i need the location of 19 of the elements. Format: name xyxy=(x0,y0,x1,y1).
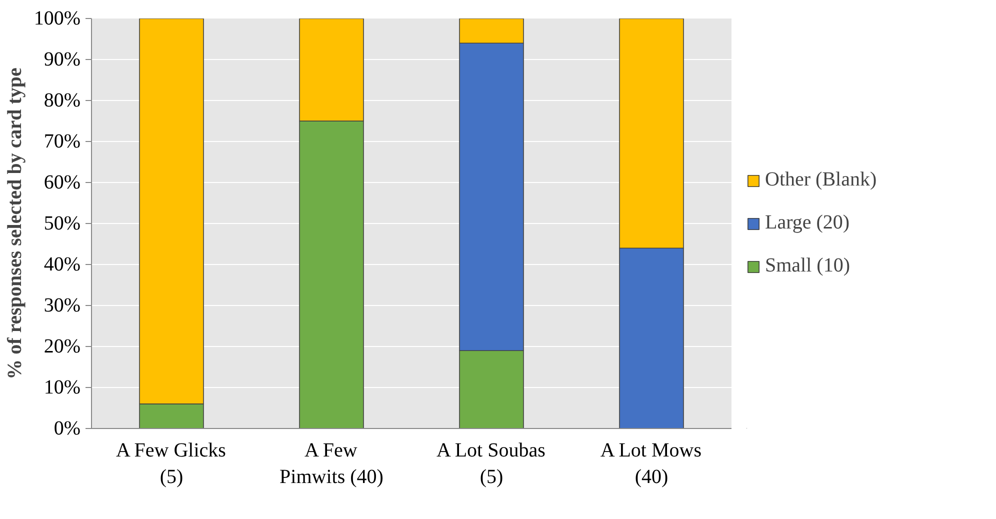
y-tick-label: 90% xyxy=(44,48,81,70)
x-tick-label: A Lot Soubas (5) xyxy=(436,440,546,488)
y-tick-label: 0% xyxy=(54,418,81,440)
y-axis-title: % of responses selected by card type xyxy=(4,67,26,380)
x-tick-label: A Lot Mows (40) xyxy=(600,440,702,488)
y-tick-label: 100% xyxy=(34,8,81,30)
x-tick-label: A Few Pimwits (40) xyxy=(280,440,384,488)
y-tick-label: 80% xyxy=(44,90,81,112)
y-tick-label: 20% xyxy=(44,336,81,358)
y-tick-label: 60% xyxy=(44,172,81,194)
y-tick-label: 70% xyxy=(44,130,81,152)
legend-label: Small (10) xyxy=(765,254,850,278)
y-tick-label: 30% xyxy=(44,294,81,316)
x-tick-label: A Few Glicks (5) xyxy=(116,440,226,488)
legend-label: Large (20) xyxy=(765,212,850,234)
y-tick-label: 50% xyxy=(44,212,81,234)
legend-label: Other (Blank) xyxy=(765,168,877,192)
y-tick-label: 10% xyxy=(44,376,81,398)
y-tick-label: 40% xyxy=(44,254,81,276)
